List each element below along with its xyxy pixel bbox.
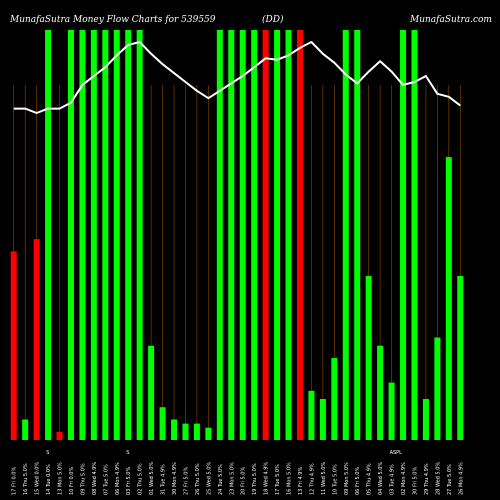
x-tick-label: 02 Thu 5.0% <box>138 463 144 495</box>
annotation-label: S <box>126 450 129 456</box>
x-tick-label: 27 Fri 5.0% <box>183 467 189 495</box>
bar-25 <box>285 30 292 440</box>
bar-19 <box>216 30 223 440</box>
bar-33 <box>377 345 384 440</box>
x-tick-label: 10 Tue 5.0% <box>332 464 338 495</box>
x-tick-label: 05 Thu 4.9% <box>367 463 373 495</box>
x-tick-label: 07 Tue 5.0% <box>103 464 109 495</box>
x-tick-label: 20 Fri 5.0% <box>241 467 247 495</box>
x-tick-label: 09 Thu 5.0% <box>80 463 86 495</box>
bar-1 <box>10 251 17 440</box>
x-tick-label: 29 Thu 4.9% <box>424 463 430 495</box>
x-tick-label: 30 Mon 4.9% <box>172 462 178 495</box>
bar-39 <box>445 157 452 440</box>
x-tick-label: 16 Thu 5.0% <box>23 463 29 495</box>
bar-5 <box>56 431 63 440</box>
bar-37 <box>422 399 429 440</box>
bar-13 <box>148 345 155 440</box>
bar-15 <box>171 419 178 440</box>
x-tick-label: 04 Wed 5.0% <box>378 462 384 495</box>
x-tick-label: 19 Thu 5.0% <box>252 463 258 495</box>
bar-28 <box>319 399 326 440</box>
x-tick-label: 15 Wed 0.0% <box>35 462 41 495</box>
bar-29 <box>331 358 338 440</box>
chart-symbol: (DD) <box>262 14 284 25</box>
bar-23 <box>262 30 269 440</box>
bar-2 <box>22 419 29 440</box>
x-tick-labels: 17 Fri 0.0% 16 Thu 5.0% 15 Wed 0.0% 14 Tue … <box>12 450 465 495</box>
bar-31 <box>354 30 361 440</box>
bar-36 <box>411 30 418 440</box>
bar-10 <box>113 30 120 440</box>
bar-16 <box>182 423 189 440</box>
x-tick-label: 28 Wed 5.0% <box>435 462 441 495</box>
x-tick-label: 11 Wed 5.0% <box>321 462 327 495</box>
bar-12 <box>136 30 143 440</box>
x-tick-label: 13 Fri 4.9% <box>298 467 304 495</box>
x-tick-label: 31 Tue 4.9% <box>161 464 167 495</box>
x-tick-label: 24 Tue 5.0% <box>218 464 224 495</box>
bar-38 <box>434 337 441 440</box>
bar-17 <box>193 423 200 440</box>
x-tick-label: 06 Fri 5.0% <box>355 467 361 495</box>
x-tick-label: 26 Thu 5.0% <box>195 463 201 495</box>
bar-6 <box>67 30 74 440</box>
bar-30 <box>342 30 349 440</box>
bar-3 <box>33 239 40 440</box>
x-tick-label: 30 Fri 5.0% <box>412 467 418 495</box>
x-tick-label: 17 Fri 0.0% <box>12 467 18 495</box>
bar-24 <box>274 30 281 440</box>
x-tick-label: 08 Wed 4.9% <box>92 462 98 495</box>
x-tick-label: 03 Tue 4.9% <box>390 464 396 495</box>
x-tick-label: 12 Thu 4.9% <box>309 463 315 495</box>
annotation-label: S <box>46 450 49 456</box>
flow-line-path <box>13 41 461 114</box>
bar-34 <box>388 382 395 440</box>
chart-title: MunafaSutra Money Flow Charts for 539559 <box>9 15 216 25</box>
x-tick-label: 02 Mon 4.9% <box>401 462 407 495</box>
bar-22 <box>251 30 258 440</box>
bar-26 <box>296 30 303 440</box>
x-tick-label: 25 Wed 5.0% <box>206 462 212 495</box>
x-tick-label: 17 Tue 5.0% <box>275 464 281 495</box>
bar-20 <box>228 30 235 440</box>
x-tick-label: 16 Mon 5.0% <box>287 462 293 495</box>
bar-4 <box>45 30 52 440</box>
bar-21 <box>239 30 246 440</box>
x-tick-label: 10 Fri 0.0% <box>69 467 75 495</box>
x-tick-label: 14 Tue 0.0% <box>46 464 52 495</box>
x-tick-label: 26 Mon 4.9% <box>458 462 464 495</box>
annotation-label: ASPL <box>390 450 403 456</box>
bar-18 <box>205 427 212 440</box>
bar-35 <box>400 30 407 440</box>
x-tick-label: 23 Mon 5.0% <box>229 462 235 495</box>
bar-27 <box>308 390 315 440</box>
bar-40 <box>457 276 464 440</box>
bar-32 <box>365 276 372 440</box>
flow-line <box>13 41 461 114</box>
site-name: MunafaSutra.com <box>409 15 492 25</box>
x-tick-label: 03 Fri 5.0% <box>126 467 132 495</box>
x-tick-label: 01 Wed 5.0% <box>149 462 155 495</box>
bar-11 <box>125 30 132 440</box>
bar-14 <box>159 407 166 440</box>
x-tick-label: 09 Mon 5.0% <box>344 462 350 495</box>
x-tick-label: 06 Mon 4.9% <box>115 462 121 495</box>
bar-9 <box>102 30 109 440</box>
x-tick-label: 13 Mon 5.0% <box>58 462 64 495</box>
bar-7 <box>79 30 86 440</box>
bars <box>10 30 464 440</box>
x-tick-label: 18 Wed 4.9% <box>264 462 270 495</box>
x-tick-label: 27 Tue 5.0% <box>447 464 453 495</box>
bar-8 <box>90 30 97 440</box>
